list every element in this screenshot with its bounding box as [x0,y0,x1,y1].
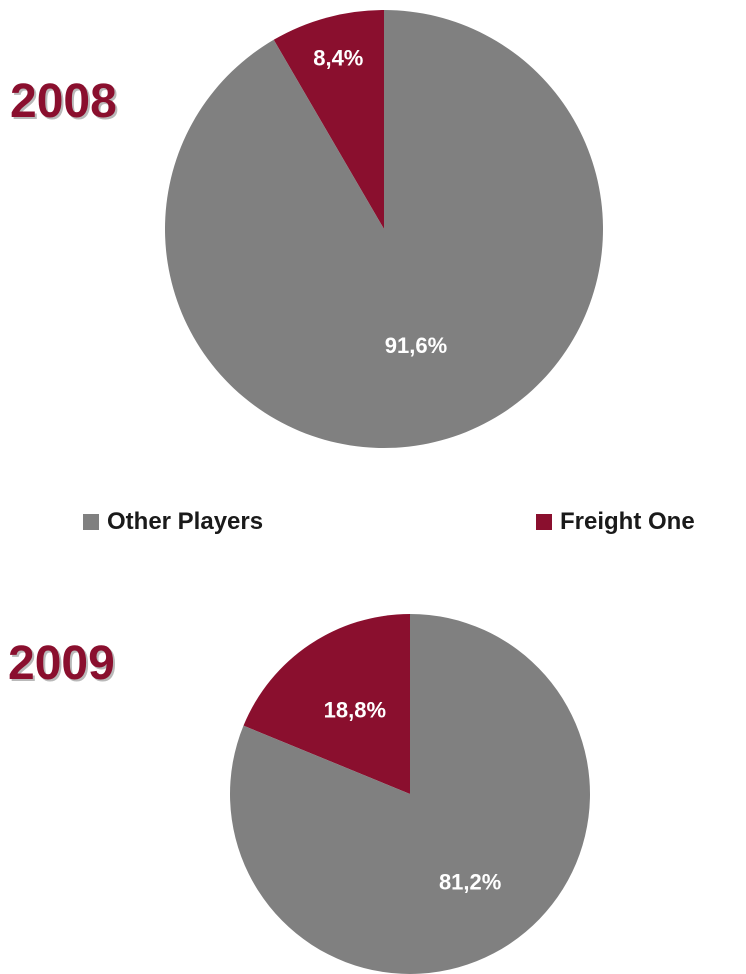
data-label-freight-one-2008: 8,4% [313,46,363,71]
legend-item-freight-one: Freight One [536,508,695,536]
pie-slice-freight-one-2008 [273,10,384,229]
legend-swatch-other-players [83,514,99,530]
legend-swatch-freight-one [536,514,552,530]
legend-label-freight-one: Freight One [560,508,695,535]
data-label-freight-one-2009: 18,8% [324,698,386,723]
pie-slice-other-players-2008 [164,10,603,448]
legend-item-other-players: Other Players [83,508,263,536]
data-label-other-players-2008: 91,6% [385,333,447,358]
pie-slice-other-players-2009 [229,614,590,974]
legend-label-other-players: Other Players [107,508,264,535]
chart-title-2008: 2008 [10,75,117,128]
legend: Other Players Freight One [0,508,746,548]
chart-title-2009: 2009 [8,637,115,690]
pie-chart-2009: 18,8% 81,2% [229,614,590,974]
data-label-other-players-2009: 81,2% [439,870,501,895]
pie-slice-freight-one-2009 [243,614,410,794]
pie-chart-2008: 8,4% 91,6% [164,10,603,448]
